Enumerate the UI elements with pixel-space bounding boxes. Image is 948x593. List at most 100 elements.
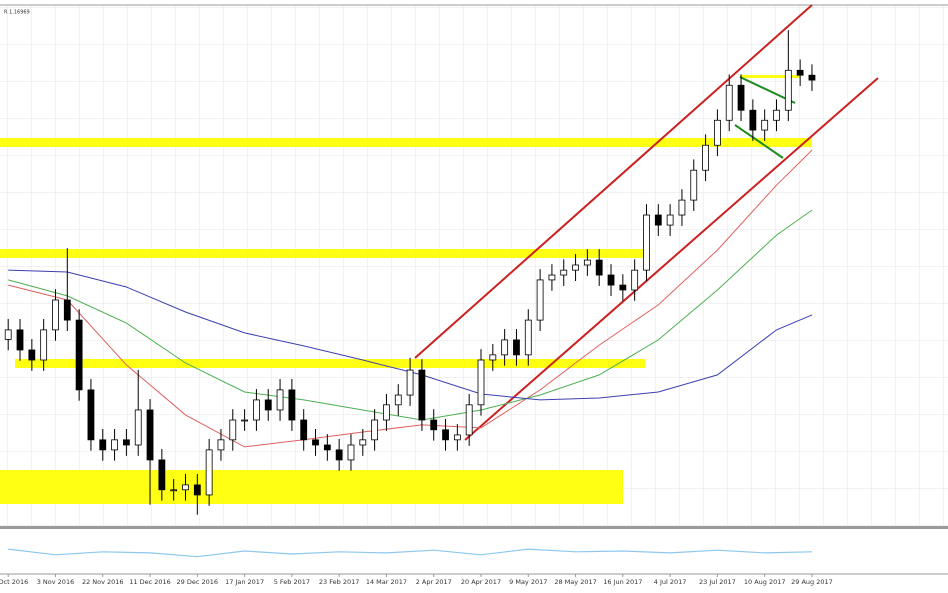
- candle-body: [796, 69, 804, 76]
- support-zones: [0, 75, 812, 504]
- candle-body: [513, 339, 520, 356]
- candle-body: [725, 84, 733, 121]
- candle-body: [63, 299, 71, 321]
- candle-body: [501, 339, 509, 356]
- candle-body: [347, 444, 355, 461]
- candle-body: [323, 444, 331, 451]
- candle-body: [253, 399, 260, 421]
- candle-body: [359, 439, 367, 446]
- candle-body: [312, 439, 319, 446]
- candle-body: [631, 269, 639, 291]
- candle-body: [442, 429, 449, 441]
- candle-body: [276, 389, 284, 411]
- candle-body: [702, 144, 709, 171]
- x-tick-label: 23 Feb 2017: [319, 578, 359, 586]
- candle-body: [654, 214, 662, 226]
- candle-body: [560, 269, 568, 276]
- candle-body: [619, 284, 627, 291]
- candle-body: [714, 119, 721, 146]
- candle-body: [335, 449, 343, 461]
- flag-lower: [734, 124, 784, 159]
- header-text: R 1.16969: [4, 10, 30, 16]
- candle-body: [477, 359, 485, 406]
- candle-body: [205, 449, 213, 496]
- candle-body: [749, 109, 757, 131]
- channel-lower: [464, 77, 879, 441]
- candle-body: [158, 459, 166, 491]
- candle-body: [193, 484, 201, 496]
- indicator-line: [8, 548, 813, 558]
- x-tick-label: 17 Jan 2017: [225, 578, 264, 586]
- candle-body: [241, 419, 249, 422]
- candle-body: [406, 369, 414, 396]
- candle-body: [52, 299, 59, 331]
- candle-body: [182, 484, 189, 491]
- panel-separator: [0, 526, 948, 529]
- candle-body: [489, 354, 497, 361]
- x-tick-label: 14 Mar 2017: [366, 578, 407, 586]
- candle-body: [761, 119, 769, 131]
- candle-body: [371, 419, 379, 441]
- x-tick-label: 11 Dec 2016: [129, 578, 171, 586]
- candle-body: [678, 199, 686, 216]
- candle-body: [75, 319, 83, 391]
- channel: [414, 4, 879, 441]
- candle-body: [146, 409, 154, 461]
- x-tick-label: 16 Jun 2017: [603, 578, 642, 586]
- x-tick-label: 9 May 2017: [509, 578, 547, 586]
- candle-body: [111, 439, 118, 451]
- candle-body: [465, 404, 473, 436]
- x-tick-label: 5 Feb 2017: [274, 578, 310, 586]
- candle-body: [737, 84, 745, 111]
- x-tick-label: 20 Apr 2017: [461, 578, 501, 586]
- x-tick-label: 4 Jul 2017: [654, 578, 687, 586]
- x-tick-label: 2 Apr 2017: [416, 578, 452, 586]
- candle-body: [217, 439, 225, 451]
- candle-body: [536, 279, 544, 321]
- candle-body: [229, 419, 237, 441]
- zone: [0, 249, 645, 258]
- candle-body: [524, 319, 532, 356]
- grid: [0, 5, 948, 526]
- x-tick-label: 23 Jul 2017: [699, 578, 736, 586]
- x-tick-label: 29 Aug 2017: [791, 578, 833, 586]
- x-tick-label: 30 Oct 2016: [0, 578, 28, 586]
- candle-body: [300, 419, 308, 441]
- candle-body: [123, 439, 130, 446]
- candle-body: [134, 409, 142, 446]
- candle-body: [607, 274, 615, 286]
- candle-body: [418, 369, 426, 421]
- candle-body: [808, 74, 816, 81]
- candle-body: [383, 404, 390, 421]
- x-tick-label: 3 Nov 2016: [37, 578, 75, 586]
- candle-body: [583, 259, 591, 266]
- candle-body: [595, 259, 603, 276]
- candle-body: [28, 349, 36, 361]
- zone: [740, 75, 800, 78]
- candle-body: [643, 214, 650, 271]
- zone: [0, 470, 623, 504]
- candle-body: [773, 109, 780, 121]
- x-tick-label: 29 Dec 2016: [177, 578, 219, 586]
- candle-body: [99, 439, 107, 451]
- candle-body: [666, 214, 674, 226]
- zone: [0, 138, 812, 147]
- candle-body: [453, 434, 461, 441]
- zone: [15, 359, 645, 368]
- candle-body: [170, 489, 178, 492]
- x-tick-label: 22 Nov 2016: [82, 578, 124, 586]
- candle-body: [784, 69, 792, 111]
- candle-body: [16, 329, 24, 351]
- candle-body: [690, 169, 698, 201]
- candle-body: [40, 329, 48, 361]
- candle-body: [394, 394, 402, 406]
- channel-upper: [414, 4, 813, 359]
- candle-body: [430, 419, 438, 431]
- candle-body: [548, 274, 556, 281]
- x-tick-label: 10 Aug 2017: [744, 578, 786, 586]
- candle-body: [264, 399, 272, 411]
- x-tick-label: 28 May 2017: [554, 578, 596, 586]
- candle-body: [288, 389, 296, 421]
- candle-body: [572, 264, 579, 271]
